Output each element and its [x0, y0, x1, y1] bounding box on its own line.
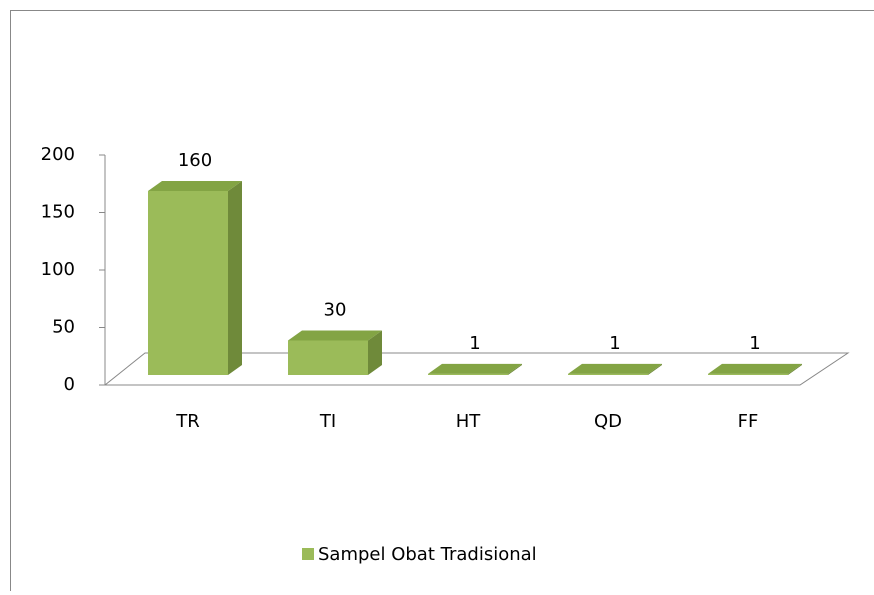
bar-top — [288, 331, 382, 341]
y-tick-label: 200 — [41, 144, 75, 165]
bar-top — [708, 364, 802, 374]
x-tick-label: FF — [738, 411, 759, 432]
bar — [708, 374, 788, 375]
x-tick-label: TR — [175, 411, 200, 432]
bar — [148, 191, 228, 375]
value-label: 1 — [749, 333, 760, 354]
bar-top — [428, 364, 522, 374]
value-label: 1 — [469, 333, 480, 354]
y-tick-label: 100 — [41, 259, 75, 280]
bar — [568, 374, 648, 375]
x-tick-label: TI — [319, 411, 336, 432]
legend-label: Sampel Obat Tradisional — [318, 544, 537, 565]
legend-swatch — [302, 548, 314, 560]
bar-top — [568, 364, 662, 374]
y-tick-label: 50 — [52, 317, 75, 338]
x-tick-label: QD — [594, 411, 622, 432]
bar — [428, 374, 508, 375]
y-tick-label: 0 — [64, 374, 75, 395]
chart-frame — [11, 11, 874, 592]
value-label: 1 — [609, 333, 620, 354]
bar-top — [148, 181, 242, 191]
y-tick-label: 150 — [41, 202, 75, 223]
bar — [288, 341, 368, 376]
x-tick-label: HT — [456, 411, 482, 432]
bar-side — [228, 181, 242, 375]
value-label: 160 — [178, 150, 212, 171]
value-label: 30 — [324, 300, 347, 321]
